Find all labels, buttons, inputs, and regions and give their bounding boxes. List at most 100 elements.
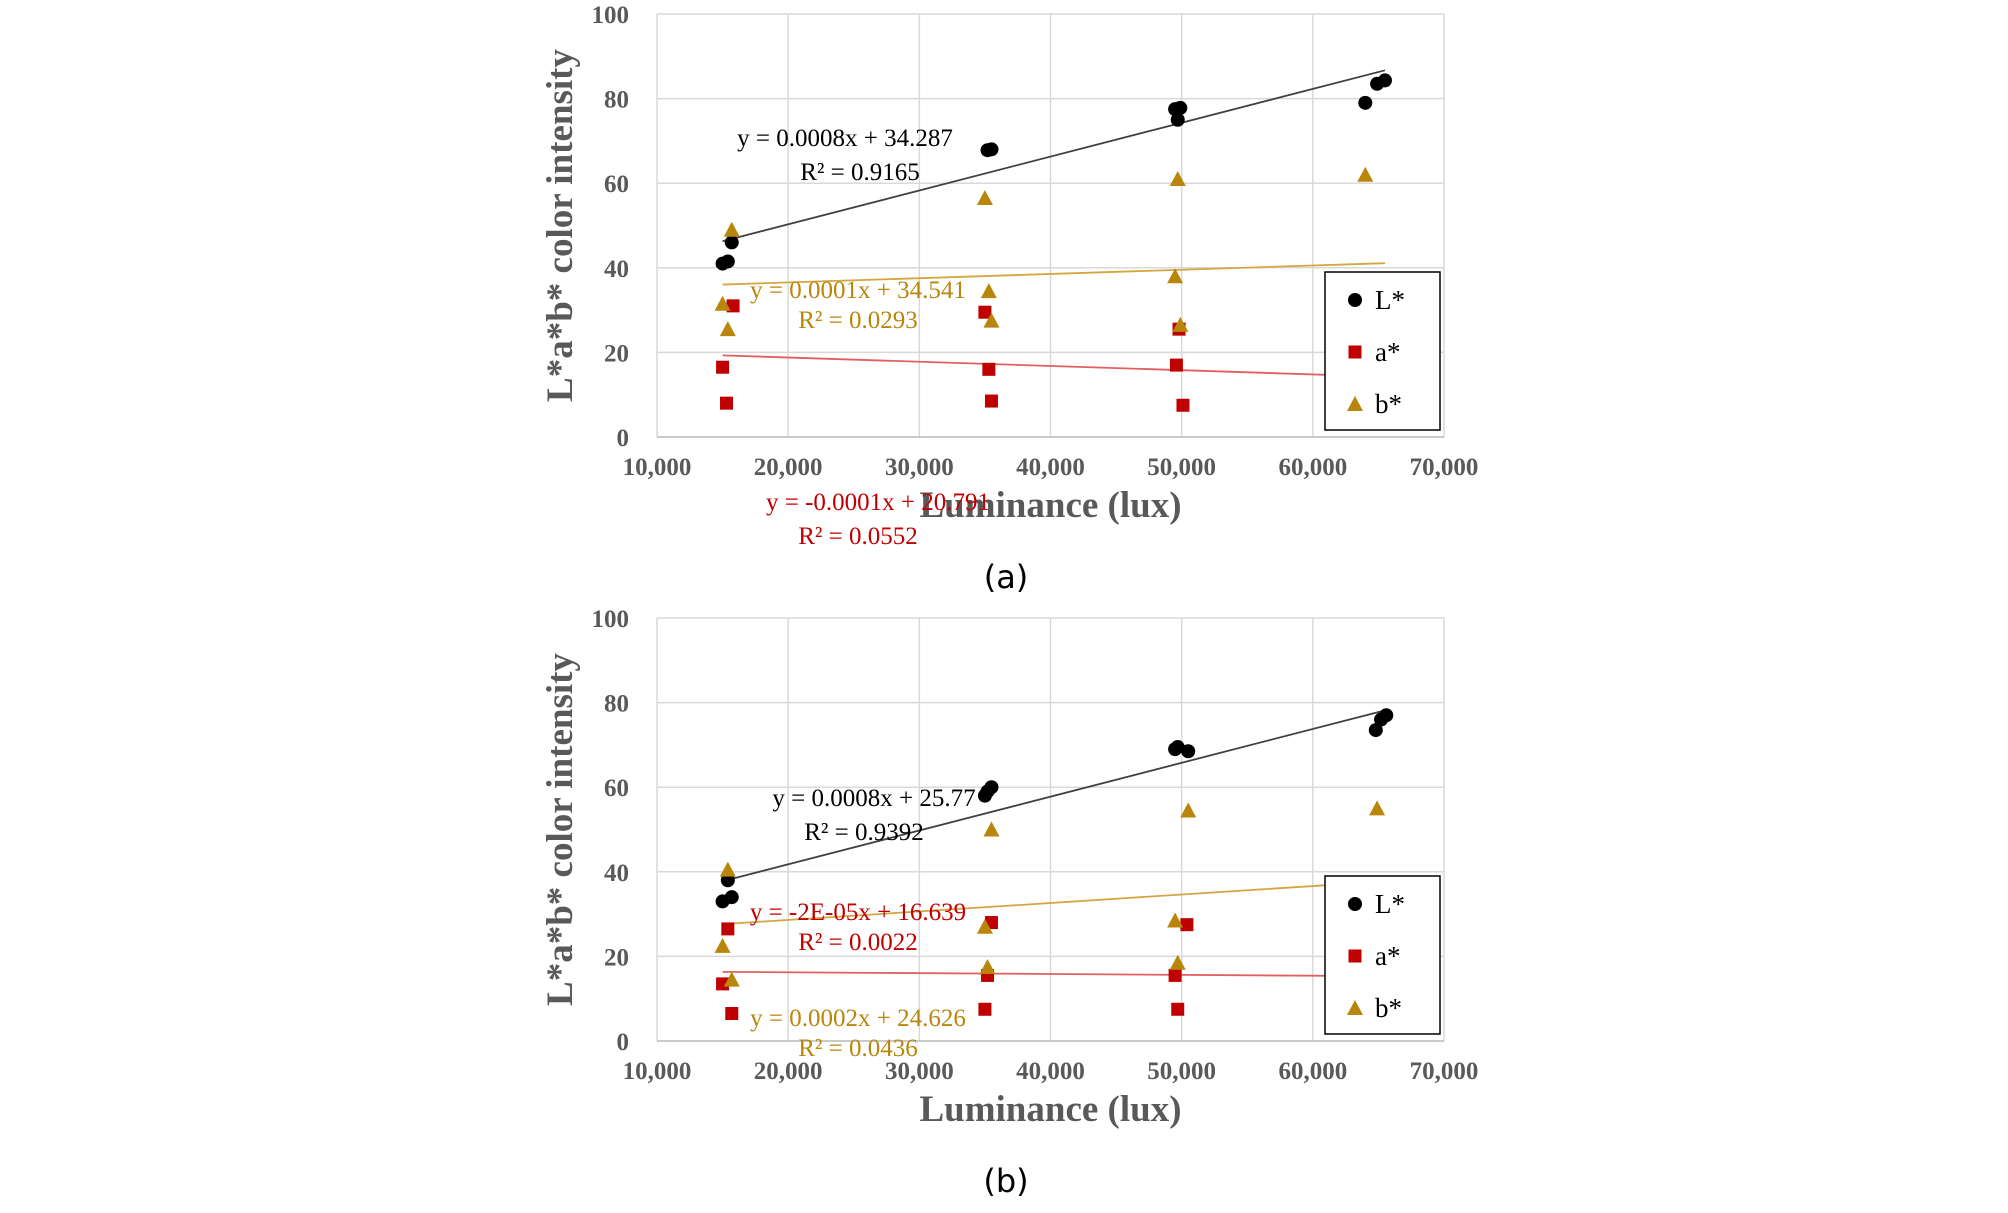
data-point — [984, 780, 999, 795]
legend-marker — [1348, 293, 1362, 307]
data-point — [1369, 800, 1386, 816]
x-tick-label: 40,000 — [1016, 1058, 1085, 1085]
data-point — [980, 283, 997, 299]
legend-marker — [1347, 396, 1363, 411]
legend-label: a* — [1375, 941, 1400, 971]
y-tick-label: 40 — [604, 256, 629, 283]
data-point — [1379, 708, 1394, 723]
data-point — [1176, 398, 1190, 412]
series-L — [715, 708, 1394, 909]
trendline-equation: y = -2E-05x + 16.639 — [750, 899, 966, 926]
trendline-r2: R² = 0.0022 — [798, 929, 918, 956]
x-tick-label: 40,000 — [1016, 454, 1085, 481]
data-point — [716, 977, 730, 991]
data-point — [1173, 100, 1188, 115]
data-point — [723, 971, 740, 987]
legend-marker — [1348, 897, 1362, 911]
series-L — [715, 73, 1392, 271]
legend-label: b* — [1375, 993, 1402, 1023]
x-tick-label: 70,000 — [1410, 1058, 1479, 1085]
trendline-equation: y = 0.0008x + 25.77 — [772, 785, 975, 812]
data-point — [978, 1002, 992, 1016]
x-tick-label: 30,000 — [885, 454, 954, 481]
legend: L* a* b* — [1324, 271, 1441, 431]
y-tick-label: 100 — [592, 606, 630, 633]
x-axis-title: Luminance (lux) — [919, 485, 1181, 526]
data-point — [1172, 316, 1189, 332]
data-point — [1169, 358, 1183, 372]
y-axis-title: L*a*b* color intensity — [540, 653, 581, 1006]
trendline-equation: y = -0.0001x + 20.791 — [766, 489, 990, 516]
legend-label: L* — [1375, 889, 1405, 919]
trendline-b — [722, 880, 1386, 926]
trendline-L — [722, 709, 1386, 883]
data-point — [723, 221, 740, 237]
x-tick-label: 10,000 — [623, 454, 692, 481]
legend: L* a* b* — [1324, 875, 1441, 1035]
trendline-r2: R² = 0.9392 — [804, 819, 924, 846]
data-point — [984, 142, 999, 157]
data-point — [724, 890, 739, 905]
trendline-r2: R² = 0.9165 — [800, 159, 920, 186]
data-point — [979, 958, 996, 974]
trendline-b — [722, 262, 1386, 286]
x-tick-label: 50,000 — [1147, 1058, 1216, 1085]
data-point — [976, 918, 993, 934]
data-point — [1170, 740, 1185, 755]
chart-svg: 10,000 20,000 30,000 40,000 50,000 60,000 70,0… — [540, 606, 1479, 1200]
data-point — [978, 305, 992, 319]
data-point — [1169, 170, 1186, 186]
legend-box — [1324, 875, 1441, 1035]
data-point — [982, 362, 996, 376]
trendline-equation: y = 0.0002x + 24.626 — [750, 1005, 966, 1032]
y-tick-label: 0 — [617, 425, 630, 452]
data-point — [719, 321, 736, 337]
data-point — [1180, 918, 1194, 932]
data-point — [721, 922, 735, 936]
trendline-a — [722, 970, 1385, 978]
x-tick-label: 70,000 — [1410, 454, 1479, 481]
legend-box — [1324, 271, 1441, 431]
chart-panel-a: 10,000 20,000 30,000 40,000 50,000 60,000 70,0… — [0, 0, 2008, 604]
legend-label: a* — [1375, 337, 1400, 367]
legend-marker — [1348, 949, 1362, 963]
y-tick-label: 60 — [604, 171, 629, 198]
x-tick-label: 20,000 — [754, 454, 823, 481]
x-tick-label: 50,000 — [1147, 454, 1216, 481]
y-tick-label: 80 — [604, 691, 629, 718]
data-point — [1169, 954, 1186, 970]
data-point — [984, 394, 998, 408]
data-point — [714, 937, 731, 953]
data-point — [720, 873, 735, 888]
data-point — [1358, 95, 1373, 110]
data-point — [725, 1007, 739, 1021]
data-point — [724, 235, 739, 250]
data-point — [983, 312, 1000, 328]
y-tick-label: 60 — [604, 775, 629, 802]
series-b — [714, 800, 1386, 987]
data-point — [1167, 268, 1184, 284]
y-tick-label: 20 — [604, 944, 629, 971]
data-point — [1368, 723, 1383, 738]
data-point — [720, 396, 734, 410]
legend-label: L* — [1375, 285, 1405, 315]
legend-marker — [1348, 345, 1362, 359]
chart-svg: 10,000 20,000 30,000 40,000 50,000 60,000 70,0… — [540, 2, 1479, 596]
data-point — [726, 299, 740, 313]
trendline-r2: R² = 0.0293 — [798, 307, 918, 334]
data-point — [976, 190, 993, 206]
x-tick-label: 30,000 — [885, 1058, 954, 1085]
data-point — [1180, 802, 1197, 818]
data-point — [1168, 968, 1182, 982]
panel-label: (a) — [984, 558, 1029, 596]
data-point — [1357, 166, 1374, 182]
x-tick-label: 60,000 — [1278, 454, 1347, 481]
series-a — [716, 299, 1190, 412]
y-tick-label: 0 — [617, 1029, 630, 1056]
x-tick-label: 20,000 — [754, 1058, 823, 1085]
trendline-equation: y = 0.0008x + 34.287 — [737, 125, 953, 152]
trendline-r2: R² = 0.0436 — [798, 1035, 918, 1062]
y-tick-label: 40 — [604, 860, 629, 887]
x-tick-label: 10,000 — [623, 1058, 692, 1085]
data-point — [983, 821, 1000, 837]
